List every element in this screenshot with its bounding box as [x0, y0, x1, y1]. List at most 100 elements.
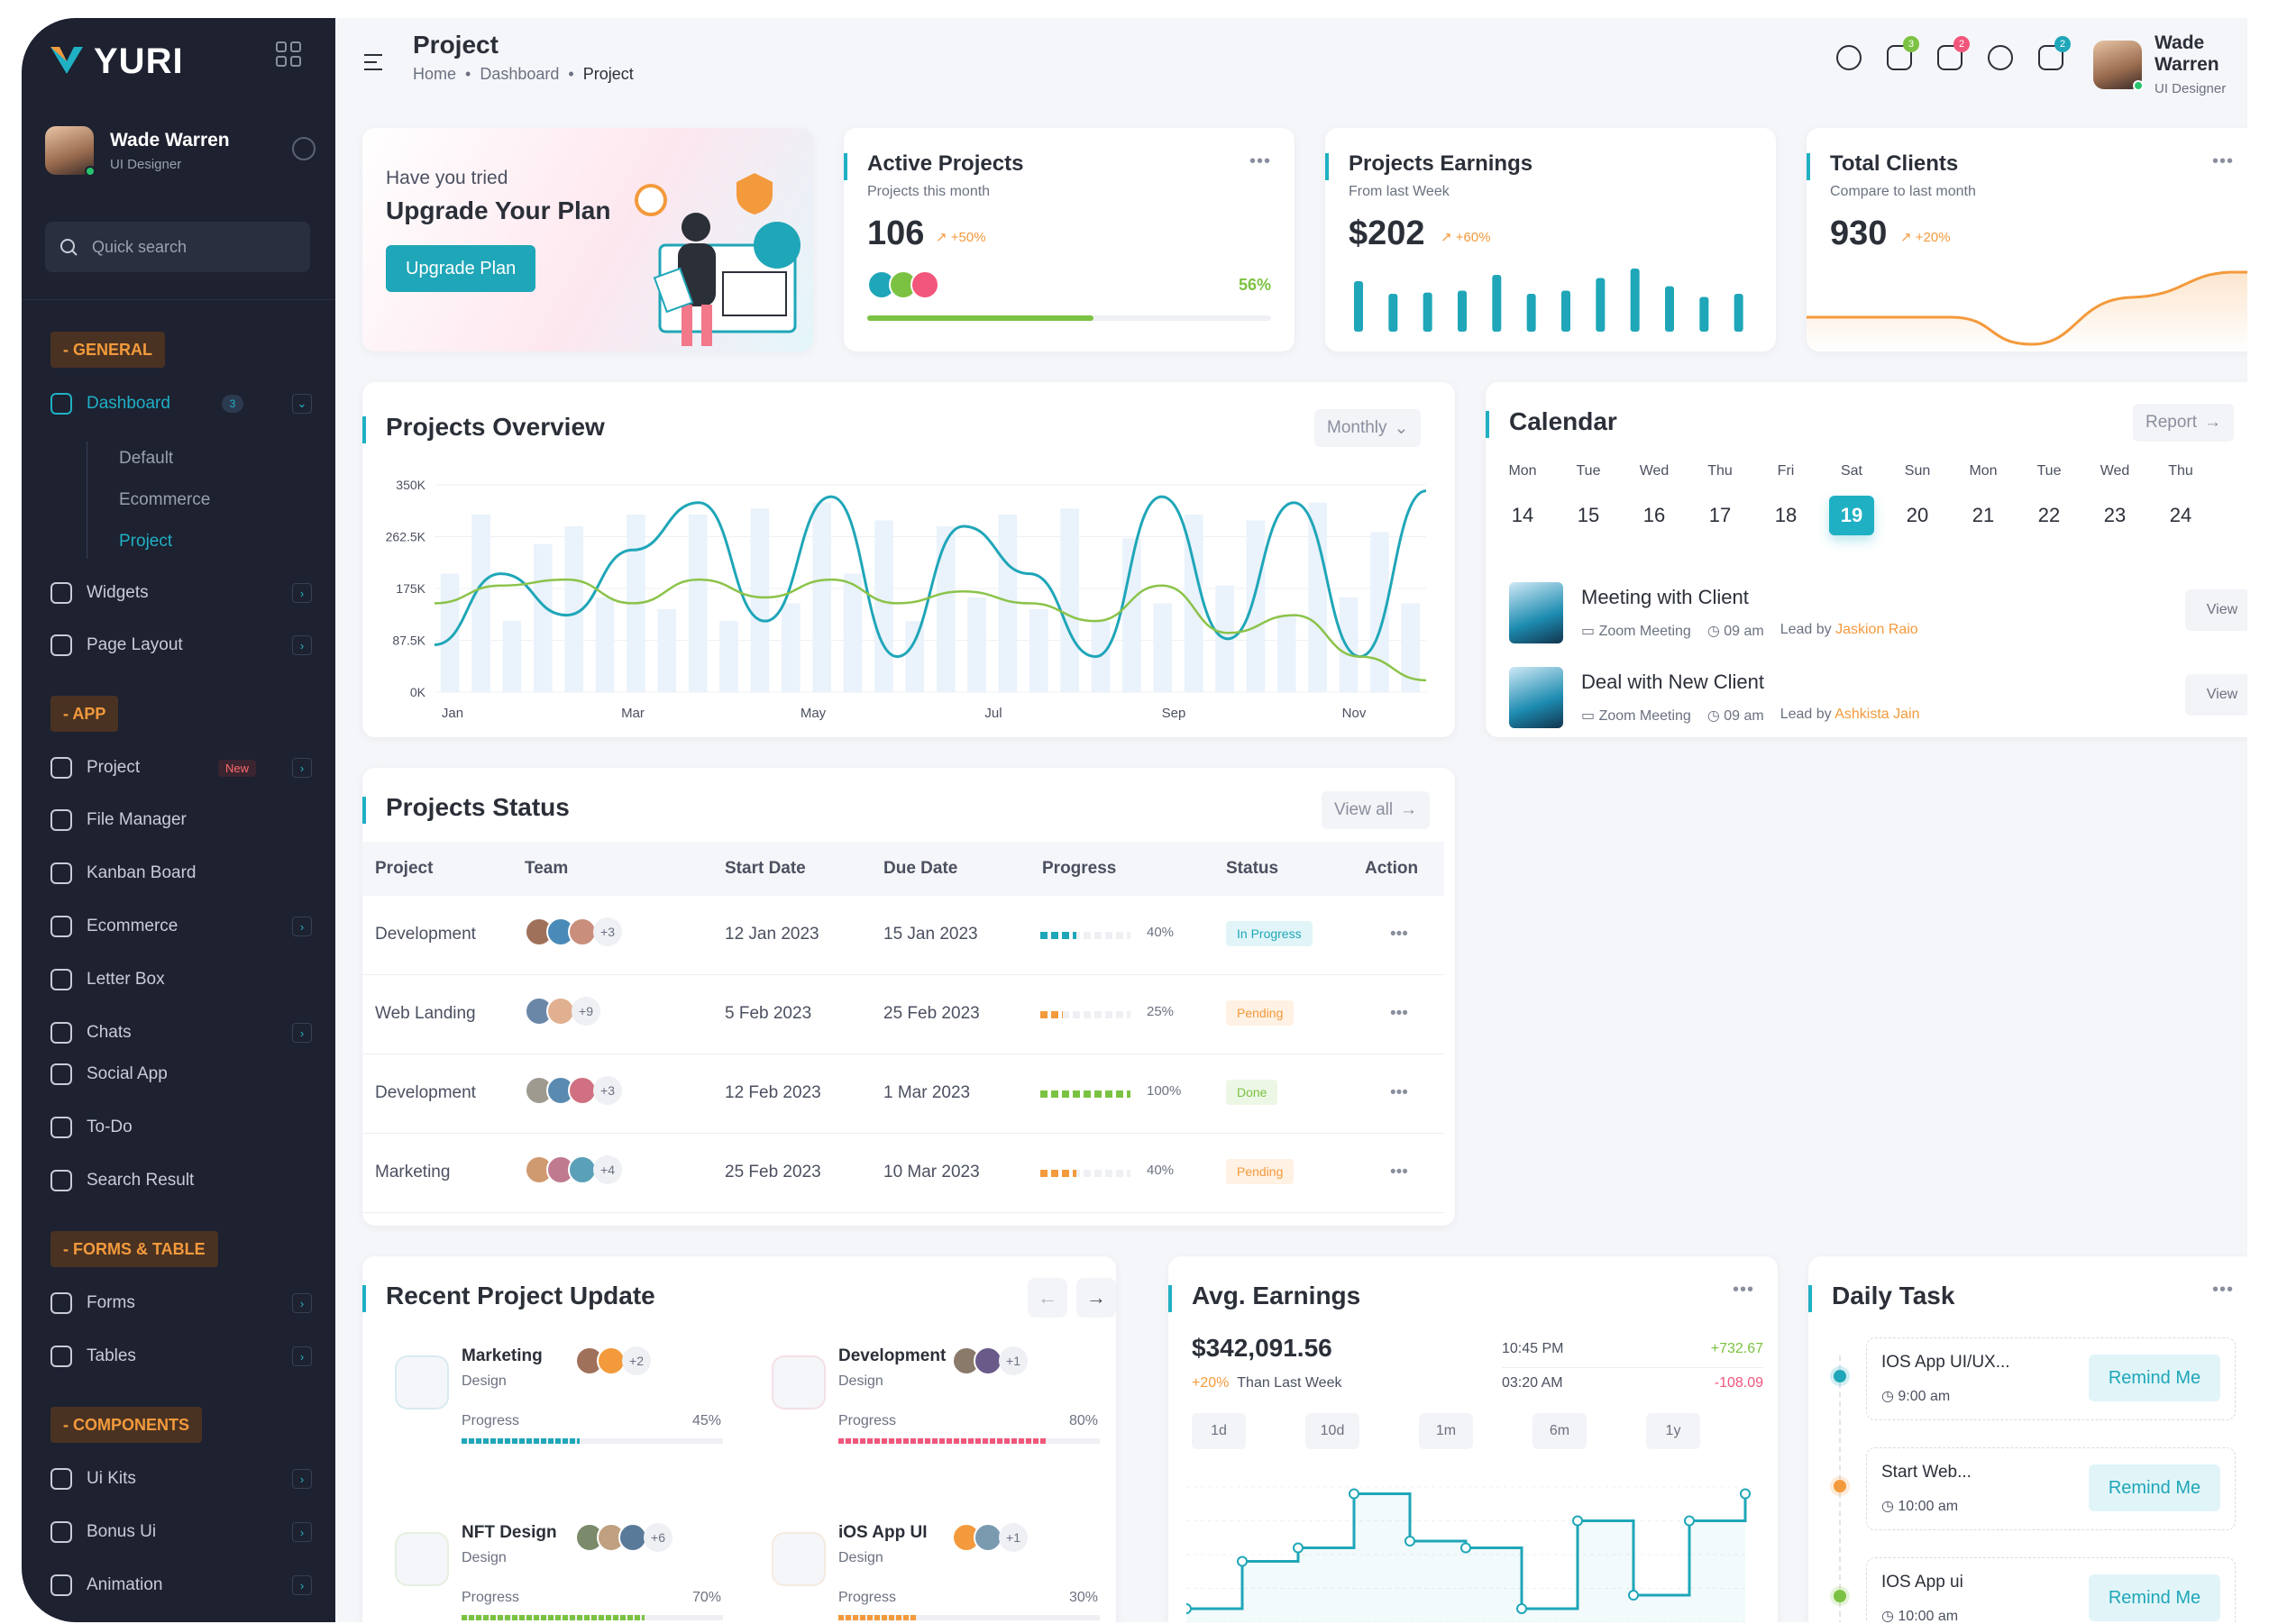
sidebar-sub-default[interactable]: Default — [119, 449, 174, 468]
header-user[interactable]: Wade Warren UI Designer — [2093, 32, 2247, 96]
clock-icon: ◷ 10:00 am — [1881, 1499, 1959, 1514]
shop-icon — [50, 916, 72, 937]
bell-icon[interactable]: 3 — [1887, 36, 1919, 70]
sidebar-item-animation[interactable]: Animation › — [50, 1567, 312, 1603]
col-progress[interactable]: Progress — [1042, 859, 1117, 878]
chevron-right-icon[interactable]: › — [292, 1346, 312, 1366]
timeframe-1m[interactable]: 1m — [1419, 1413, 1473, 1449]
more-icon[interactable]: ••• — [1732, 1280, 1754, 1300]
period-select[interactable]: Monthly ⌄ — [1314, 409, 1422, 447]
col-status[interactable]: Status — [1226, 859, 1279, 878]
remind-me-button[interactable]: Remind Me — [2089, 1464, 2220, 1511]
more-icon[interactable]: ••• — [2211, 151, 2234, 171]
sidebar-item-tables[interactable]: Tables › — [50, 1338, 312, 1374]
calendar-day[interactable]: Wed 23 — [2092, 463, 2137, 535]
sidebar-item-bonus-ui[interactable]: Bonus Ui › — [50, 1514, 312, 1550]
chevron-right-icon[interactable]: › — [292, 1522, 312, 1542]
sidebar-item-project[interactable]: Project New › — [50, 750, 312, 786]
chevron-right-icon[interactable]: › — [292, 635, 312, 655]
timeframe-6m[interactable]: 6m — [1532, 1413, 1587, 1449]
more-icon[interactable]: ••• — [1390, 1163, 1408, 1182]
recent-update-item[interactable]: Marketing Design +2 Progress 45% — [395, 1346, 737, 1500]
sidebar-item-todo[interactable]: To-Do — [50, 1109, 312, 1145]
breadcrumb-dashboard[interactable]: Dashboard — [480, 65, 560, 83]
calendar-day[interactable]: Thu 17 — [1697, 463, 1743, 535]
step-point — [1684, 1515, 1695, 1527]
sidebar-item-dashboard[interactable]: Dashboard 3 ⌄ — [50, 386, 312, 422]
cell-due-date: 1 Mar 2023 — [883, 1083, 971, 1102]
team-avatars: +6 — [575, 1523, 672, 1552]
calendar-day[interactable]: Tue 15 — [1566, 463, 1611, 535]
chevron-right-icon[interactable]: › — [292, 1293, 312, 1313]
menu-toggle-icon[interactable] — [364, 49, 397, 76]
col-team[interactable]: Team — [525, 859, 569, 878]
calendar-day[interactable]: Fri 18 — [1763, 463, 1808, 535]
breadcrumb-home[interactable]: Home — [413, 65, 457, 83]
upgrade-plan-button[interactable]: Upgrade Plan — [386, 245, 536, 292]
chevron-right-icon[interactable]: › — [292, 758, 312, 778]
cart-icon[interactable]: 2 — [1937, 36, 1970, 70]
report-button[interactable]: Report → — [2133, 404, 2235, 442]
timeline-dot — [1834, 1590, 1846, 1602]
sidebar-item-forms[interactable]: Forms › — [50, 1285, 312, 1321]
sidebar-item-letter-box[interactable]: Letter Box — [50, 962, 312, 998]
view-all-button[interactable]: View all → — [1322, 791, 1431, 829]
arrow-left-icon[interactable]: ← — [1028, 1278, 1067, 1318]
more-icon[interactable]: ••• — [1390, 1004, 1408, 1023]
calendar-day[interactable]: Mon 21 — [1961, 463, 2006, 535]
overview-bar — [440, 573, 460, 692]
sidebar-sub-ecommerce[interactable]: Ecommerce — [119, 490, 211, 509]
view-button[interactable]: View — [2185, 589, 2247, 631]
col-action[interactable]: Action — [1365, 859, 1419, 878]
sidebar-item-search-result[interactable]: Search Result — [50, 1163, 312, 1199]
calendar-day[interactable]: Wed 16 — [1632, 463, 1677, 535]
recent-update-item[interactable]: Development Design +1 Progress 80% — [772, 1346, 1114, 1500]
more-icon[interactable]: ••• — [2211, 1280, 2234, 1300]
arrow-right-icon[interactable]: → — [1076, 1278, 1116, 1318]
sidebar-item-page-layout[interactable]: Page Layout › — [50, 627, 312, 663]
remind-me-button[interactable]: Remind Me — [2089, 1574, 2220, 1621]
sidebar-item-widgets[interactable]: Widgets › — [50, 575, 312, 611]
chevron-right-icon[interactable]: › — [292, 1023, 312, 1043]
more-icon[interactable]: ••• — [1390, 925, 1408, 944]
more-icon[interactable]: ••• — [1390, 1083, 1408, 1102]
chevron-right-icon[interactable]: › — [292, 1575, 312, 1595]
sidebar-item-chats[interactable]: Chats › — [50, 1015, 312, 1051]
calendar-day[interactable]: Thu 24 — [2158, 463, 2203, 535]
sun-icon[interactable] — [1988, 45, 2013, 70]
sidebar-user[interactable]: Wade Warren UI Designer — [45, 119, 316, 182]
sidebar-item-social[interactable]: Social App — [50, 1056, 312, 1092]
sidebar-item-kanban[interactable]: Kanban Board — [50, 855, 312, 891]
chevron-right-icon[interactable]: › — [292, 917, 312, 936]
chevron-right-icon[interactable]: › — [292, 1469, 312, 1489]
quick-search-input[interactable]: Quick search — [45, 222, 310, 272]
col-project[interactable]: Project — [375, 859, 434, 878]
message-icon[interactable]: 2 — [2038, 36, 2071, 70]
day-name: Tue — [1576, 463, 1601, 479]
calendar-day[interactable]: Sat 19 — [1829, 463, 1874, 535]
settings-icon[interactable] — [292, 137, 316, 160]
timeframe-1y[interactable]: 1y — [1646, 1413, 1700, 1449]
view-button[interactable]: View — [2185, 674, 2247, 716]
col-start-date[interactable]: Start Date — [725, 859, 806, 878]
sidebar-item-ecommerce[interactable]: Ecommerce › — [50, 908, 312, 944]
brand-logo[interactable]: YURI — [47, 34, 184, 88]
chevron-right-icon[interactable]: › — [292, 583, 312, 603]
timeframe-1d[interactable]: 1d — [1192, 1413, 1246, 1449]
remind-me-button[interactable]: Remind Me — [2089, 1355, 2220, 1401]
apps-grid-icon[interactable] — [276, 41, 301, 67]
sidebar-item-file-manager[interactable]: File Manager — [50, 802, 312, 838]
day-number: 20 — [1906, 504, 1929, 526]
chevron-down-icon[interactable]: ⌄ — [292, 394, 312, 414]
timeframe-10d[interactable]: 10d — [1305, 1413, 1359, 1449]
recent-update-item[interactable]: iOS App UI Design +1 Progress 30% — [772, 1523, 1114, 1622]
calendar-day[interactable]: Sun 20 — [1895, 463, 1940, 535]
recent-update-item[interactable]: NFT Design Design +6 Progress 70% — [395, 1523, 737, 1622]
calendar-day[interactable]: Mon 14 — [1500, 463, 1545, 535]
more-icon[interactable]: ••• — [1249, 151, 1271, 171]
search-icon[interactable] — [1836, 45, 1862, 70]
sidebar-sub-project[interactable]: Project — [119, 532, 173, 551]
calendar-day[interactable]: Tue 22 — [2027, 463, 2072, 535]
sidebar-item-ui-kits[interactable]: Ui Kits › — [50, 1461, 312, 1497]
col-due-date[interactable]: Due Date — [883, 859, 958, 878]
